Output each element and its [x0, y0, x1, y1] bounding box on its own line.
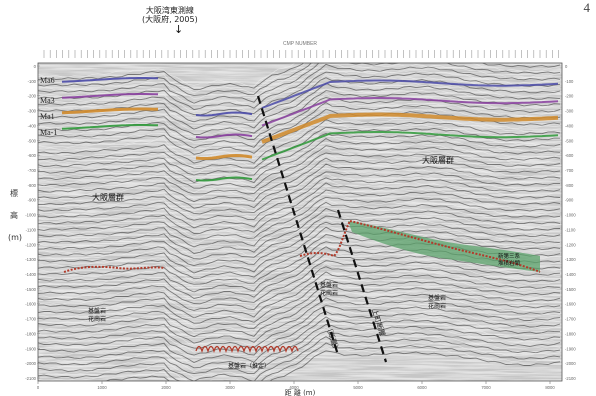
depth-tick-right: -800 [565, 183, 574, 188]
depth-tick-left: -2000 [25, 361, 36, 366]
depth-tick-right: -400 [565, 123, 574, 128]
depth-tick-right: -1500 [565, 287, 576, 292]
horizon-label-ma6: Ma6 [40, 76, 55, 85]
depth-axis-left: 0 -100 -200 -300 -400 -500 -600 -700 -800 -900 -10… [25, 64, 40, 381]
depth-tick-left: -100 [28, 79, 37, 84]
depth-tick-right: -1100 [565, 227, 576, 232]
depth-tick-left: -800 [28, 183, 37, 188]
depth-tick-right: -500 [565, 138, 574, 143]
survey-line-label: 大阪湾東測線 (大阪府, 2005) [142, 6, 198, 24]
depth-tick-left: -400 [28, 123, 37, 128]
page-number: 4 [583, 0, 591, 15]
header-text: CMP NUMBER [283, 41, 317, 47]
depth-tick-left: -1400 [25, 272, 36, 277]
basement-label-right: 基盤岩花崗岩 [428, 294, 446, 310]
depth-tick-left: -1600 [25, 302, 36, 307]
horizon-lines [61, 77, 559, 182]
depth-tick-left: -600 [28, 153, 37, 158]
sedimentary-wedge [348, 221, 540, 272]
distance-tick: 3000 [225, 385, 235, 390]
depth-tick-right: -2100 [565, 376, 576, 381]
fault-line-right [336, 209, 388, 363]
distance-tick: 4000 [289, 385, 299, 390]
depth-tick-right: -1800 [565, 331, 576, 336]
depth-tick-right: -1300 [565, 257, 576, 262]
depth-tick-right: -1000 [565, 213, 576, 218]
basement-label-left: 基盤岩花崗岩 [88, 307, 106, 323]
depth-tick-left: -1200 [25, 242, 36, 247]
depth-tick-left: -2100 [25, 376, 36, 381]
horizon-label-ma1: Ma1 [40, 112, 55, 121]
depth-tick-right: -2000 [565, 361, 576, 366]
depth-tick-right: -200 [565, 94, 574, 99]
depth-tick-left: 0 [34, 64, 37, 69]
inferred-basement-marks [195, 345, 299, 354]
basement-top-left [63, 265, 166, 273]
fault-line-left [256, 95, 340, 356]
depth-tick-right: -300 [565, 109, 574, 114]
depth-tick-left: -1000 [25, 213, 36, 218]
distance-axis: 0 1000 2000 3000 4000 5000 6000 7000 8000 [37, 381, 555, 390]
depth-tick-right: -600 [565, 153, 574, 158]
osaka-group-label-left: 大阪層群 [92, 192, 124, 202]
depth-tick-left: -1500 [25, 287, 36, 292]
depth-tick-left: -700 [28, 168, 37, 173]
depth-tick-left: -500 [28, 138, 37, 143]
depth-tick-right: -1600 [565, 302, 576, 307]
basement-top-right [349, 220, 541, 273]
basement-top-mid [299, 220, 351, 258]
down-arrow-icon: ↓ [174, 23, 184, 36]
depth-tick-right: -1900 [565, 346, 576, 351]
depth-axis-right: 0 -100 -200 -300 -400 -500 -600 -700 -800 -900 -10… [565, 64, 576, 381]
depth-tick-right: -1400 [565, 272, 576, 277]
depth-tick-left: -1900 [25, 346, 36, 351]
osaka-group-label-right: 大阪層群 [422, 155, 454, 165]
depth-axis-label: 標高(m) [8, 188, 22, 242]
distance-tick: 6000 [417, 385, 427, 390]
basement-label-mid: 基盤岩花崗岩 [320, 281, 338, 297]
depth-tick-right: 0 [565, 64, 568, 69]
survey-line-source: (大阪府, 2005) [142, 15, 198, 24]
reflector-lines [38, 63, 561, 381]
depth-tick-left: -1800 [25, 331, 36, 336]
distance-axis-label: 距 離 (m) [285, 388, 316, 396]
cmp-ticks [43, 50, 559, 58]
depth-tick-right: -100 [565, 79, 574, 84]
distance-tick: 1000 [97, 385, 107, 390]
depth-tick-left: -1300 [25, 257, 36, 262]
distance-tick: 7000 [481, 385, 491, 390]
depth-tick-right: -1200 [565, 242, 576, 247]
depth-tick-right: -1700 [565, 317, 576, 322]
depth-tick-left: -1100 [26, 227, 37, 232]
depth-tick-left: -300 [28, 109, 37, 114]
survey-line-name: 大阪湾東測線 [145, 6, 194, 15]
distance-tick: 8000 [545, 385, 555, 390]
distance-tick: 2000 [161, 385, 171, 390]
distance-tick: 0 [37, 385, 40, 390]
horizon-label-ma-1: Ma-1 [40, 128, 57, 137]
horizon-label-ma3: Ma3 [40, 96, 55, 105]
depth-tick-right: -700 [565, 168, 574, 173]
basement-bottom-label: 基盤岩（推定） [228, 362, 270, 370]
depth-tick-left: -200 [28, 94, 37, 99]
depth-tick-right: -900 [565, 198, 574, 203]
sedimentary-label: 新第三系堆積岩類 [498, 252, 521, 267]
depth-tick-left: -1700 [25, 317, 36, 322]
depth-tick-left: -900 [28, 198, 37, 203]
distance-tick: 5000 [353, 385, 363, 390]
